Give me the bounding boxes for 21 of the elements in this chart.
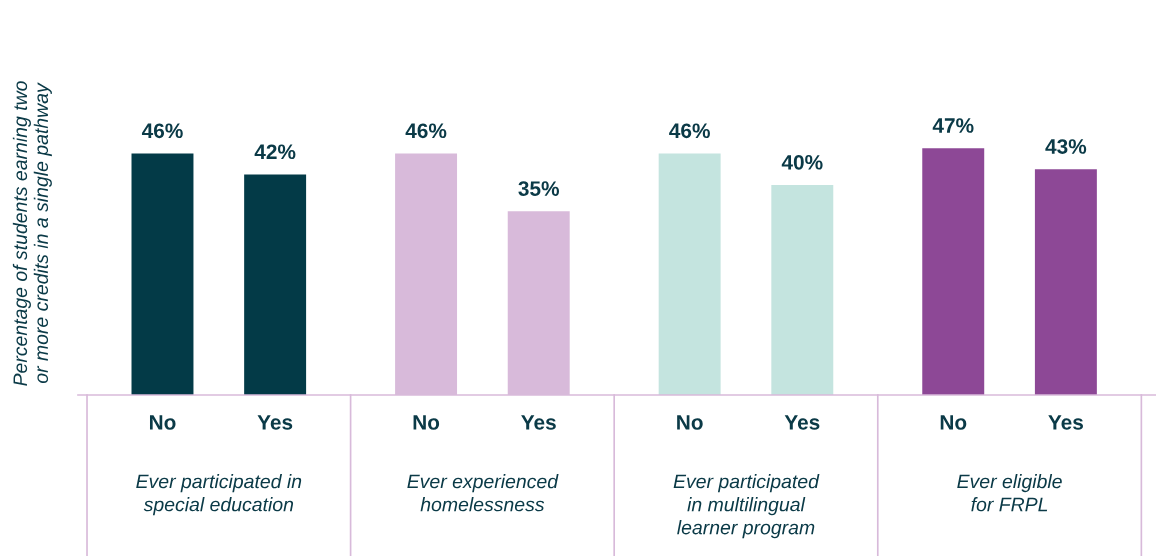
text: Ever experienced homelessness (407, 474, 559, 512)
x-tick-label: No (149, 415, 176, 430)
y-axis-title: Percentage of students earning two or more credits in a single pathway (12, 81, 52, 386)
x-tick-label: No (413, 415, 440, 430)
data-label: 46% (141, 123, 183, 139)
text: Ever participated in special education (136, 474, 302, 516)
x-tick-label: Yes (784, 415, 820, 430)
data-label: 46% (405, 123, 447, 139)
data-label: 40% (781, 154, 823, 170)
data-label: 46% (669, 123, 710, 139)
data-label: 43% (1045, 139, 1087, 154)
text: Ever participated in multilingual learner program (673, 474, 820, 539)
x-tick-label: Yes (257, 415, 293, 430)
data-label: 47% (932, 118, 974, 133)
x-tick-label: No (940, 415, 967, 430)
x-tick-label: Yes (1048, 415, 1083, 430)
data-label: 35% (518, 181, 560, 196)
x-tick-label: Yes (521, 415, 556, 430)
text: Ever eligible for FRPL (957, 474, 1062, 512)
x-tick-label: No (677, 415, 703, 430)
data-label: 42% (254, 144, 296, 160)
